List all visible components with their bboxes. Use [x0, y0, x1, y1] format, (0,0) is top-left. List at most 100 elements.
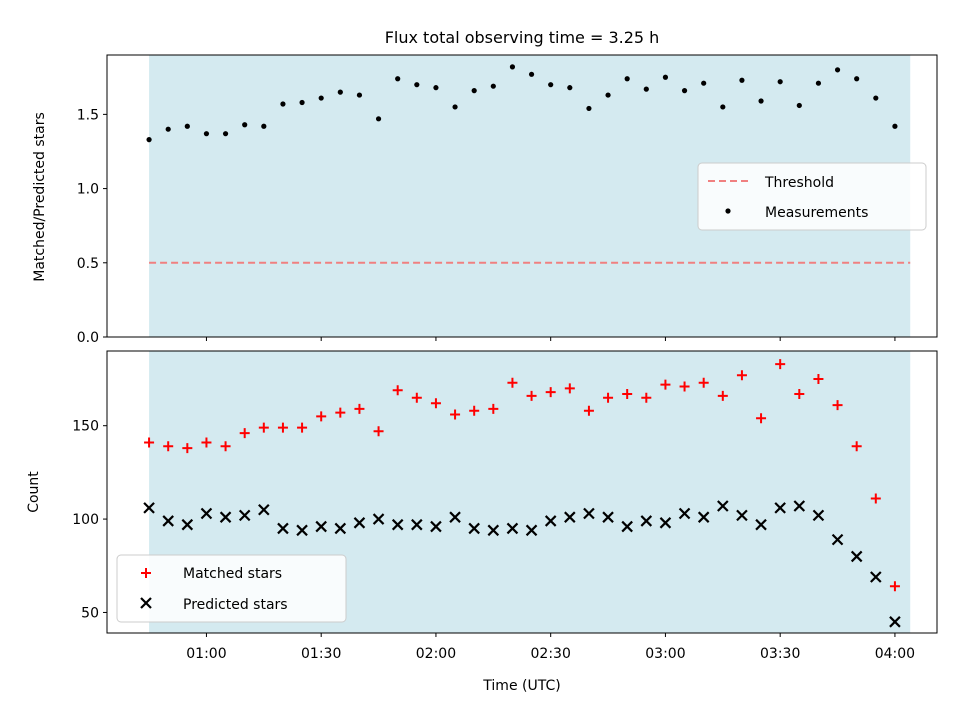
predicted-star-point: [277, 522, 289, 535]
measurement-point: [318, 95, 324, 101]
matched-star-point: [258, 422, 269, 433]
measurement-point: [758, 98, 764, 104]
measurement-point: [720, 104, 726, 110]
matched-star-point: [450, 409, 461, 420]
measurement-point: [681, 88, 688, 94]
measurement-point: [586, 105, 592, 112]
predicted-star-point: [850, 550, 863, 563]
predicted-star-point: [640, 515, 653, 527]
measurement-point: [414, 82, 420, 88]
measurement-point: [643, 86, 649, 92]
measurement-point: [356, 92, 363, 98]
matched-star-point: [870, 493, 881, 504]
matched-star-point: [201, 437, 212, 448]
matched-star-point: [430, 398, 441, 409]
measurement-point: [337, 89, 343, 95]
matched-star-point: [603, 392, 614, 403]
x-tick-label: 03:30: [760, 646, 800, 662]
measurement-point: [222, 131, 229, 137]
predicted-star-point: [659, 517, 672, 529]
predicted-star-point: [793, 500, 806, 512]
predicted-star-point: [238, 509, 251, 522]
measurement-point: [299, 99, 305, 106]
legend-box: [697, 162, 927, 231]
matched-star-point: [641, 392, 652, 403]
matched-star-point: [373, 426, 384, 437]
matched-star-point: [182, 443, 193, 454]
matched-star-point: [736, 370, 747, 381]
legend: Matched stars Predicted stars: [116, 554, 347, 623]
predicted-star-point: [831, 533, 844, 546]
legend-measurements-label: Measurements: [765, 205, 868, 221]
measurement-point: [548, 82, 554, 88]
measurement-point: [184, 123, 190, 129]
matched-star-point: [660, 379, 671, 390]
bottom-y-axis-label: Count: [26, 471, 42, 513]
measurement-point: [490, 83, 496, 89]
predicted-star-point: [200, 507, 213, 520]
predicted-star-point: [315, 520, 327, 533]
measurement-point: [605, 92, 611, 98]
measurement-point: [815, 80, 822, 86]
measurement-point: [834, 67, 841, 73]
legend-box: [116, 554, 347, 623]
y-tick-label: 50: [81, 605, 99, 621]
matched-star-point: [354, 403, 365, 414]
predicted-star-point: [870, 571, 882, 583]
measurement-point: [796, 102, 802, 109]
legend-predicted-swatch: [140, 597, 152, 609]
matched-star-point: [297, 422, 308, 433]
measurement-point: [528, 71, 535, 77]
matched-star-point: [851, 441, 862, 452]
predicted-star-point: [219, 511, 232, 523]
matched-star-point: [163, 441, 174, 452]
top-panel: 0.0 0.5 1.0 1.5 Threshold Measurements: [77, 54, 938, 346]
measurement-point: [261, 123, 267, 129]
matched-star-point: [794, 388, 805, 399]
legend: Threshold Measurements: [697, 162, 927, 231]
matched-star-point: [622, 388, 633, 399]
matched-star-point: [717, 390, 728, 401]
predicted-star-point: [736, 509, 748, 522]
measurement-point: [662, 74, 669, 80]
matched-star-point: [469, 405, 480, 416]
predicted-star-point: [602, 511, 614, 523]
legend-measurements-swatch: [725, 208, 731, 214]
plot-frame: [106, 54, 938, 338]
predicted-star-point: [525, 524, 538, 537]
matched-star-point: [144, 437, 155, 448]
measurement-point: [624, 76, 630, 82]
measurement-point: [242, 122, 248, 128]
measurement-point: [892, 123, 898, 129]
predicted-star-point: [296, 524, 308, 537]
matched-star-point: [488, 403, 499, 414]
x-tick-label: 02:00: [416, 646, 456, 662]
matched-star-point: [507, 377, 518, 388]
predicted-star-point: [181, 518, 194, 531]
matched-star-point: [239, 428, 250, 439]
predicted-star-point: [544, 515, 557, 527]
predicted-star-point: [391, 518, 404, 531]
chart-title: Flux total observing time = 3.25 h: [385, 28, 660, 47]
legend-threshold-label: Threshold: [764, 175, 834, 191]
predicted-star-point: [889, 616, 901, 628]
matched-star-point: [277, 422, 288, 433]
predicted-star-point: [143, 502, 155, 514]
y-tick-label: 0.0: [77, 330, 99, 346]
measurement-point: [873, 95, 879, 101]
predicted-star-point: [717, 500, 729, 512]
measurement-point: [452, 104, 458, 110]
matched-star-point: [775, 359, 786, 370]
predicted-star-point: [430, 520, 442, 533]
predicted-star-point: [487, 524, 500, 537]
matched-star-point: [832, 400, 843, 411]
x-tick-label: 01:30: [301, 646, 341, 662]
predicted-star-point: [678, 507, 691, 520]
y-tick-label: 1.0: [77, 182, 99, 198]
x-tick-label: 04:00: [875, 646, 915, 662]
matched-star-point: [220, 441, 231, 452]
measurement-point: [739, 77, 745, 83]
measurement-point: [509, 64, 516, 70]
predicted-star-point: [697, 511, 710, 523]
top-y-axis-label: Matched/Predicted stars: [32, 112, 48, 282]
